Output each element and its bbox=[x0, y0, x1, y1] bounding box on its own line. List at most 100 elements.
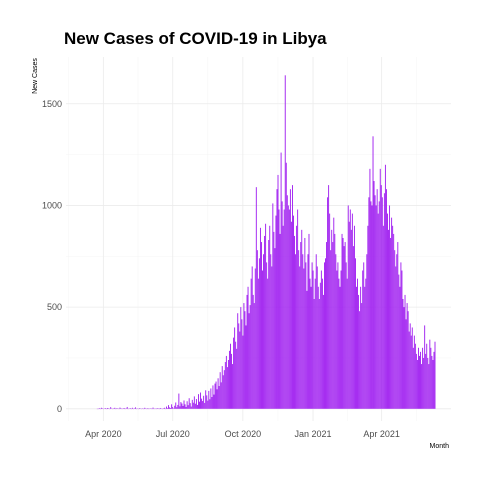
bar bbox=[247, 286, 249, 409]
bar bbox=[384, 164, 386, 409]
bar bbox=[227, 359, 229, 409]
bar bbox=[187, 405, 189, 409]
bar bbox=[123, 407, 125, 409]
bar bbox=[402, 298, 404, 409]
bar bbox=[285, 162, 287, 409]
bar bbox=[236, 348, 238, 409]
bar bbox=[430, 347, 432, 409]
bar bbox=[370, 201, 372, 409]
bar bbox=[284, 75, 286, 409]
bar bbox=[331, 229, 333, 409]
bar bbox=[312, 270, 314, 409]
bar bbox=[346, 278, 348, 409]
bar bbox=[366, 254, 368, 409]
bar bbox=[233, 337, 235, 409]
bar bbox=[406, 303, 408, 409]
bar bbox=[126, 406, 128, 409]
bar bbox=[388, 229, 389, 409]
bar bbox=[290, 221, 292, 409]
bar bbox=[338, 278, 340, 409]
bar bbox=[169, 407, 171, 409]
bar bbox=[286, 195, 288, 409]
bar bbox=[274, 248, 276, 409]
bar bbox=[293, 215, 294, 409]
bar bbox=[147, 408, 149, 409]
bar bbox=[416, 359, 418, 409]
bar bbox=[242, 335, 244, 409]
bar bbox=[179, 406, 181, 409]
bar bbox=[268, 240, 270, 409]
bar bbox=[207, 400, 209, 409]
bar bbox=[301, 229, 303, 409]
bar bbox=[361, 303, 363, 409]
bar bbox=[350, 229, 352, 409]
bar bbox=[289, 189, 291, 409]
bar bbox=[328, 185, 330, 409]
bar bbox=[307, 254, 309, 409]
bar bbox=[322, 294, 324, 409]
bar bbox=[264, 235, 266, 409]
bar bbox=[131, 407, 133, 409]
bar bbox=[172, 406, 174, 409]
bar bbox=[399, 286, 401, 409]
bar bbox=[178, 393, 180, 409]
bar bbox=[259, 227, 261, 409]
bar bbox=[376, 189, 378, 409]
bar bbox=[202, 401, 204, 409]
bar bbox=[314, 278, 316, 409]
bar bbox=[278, 209, 280, 409]
bar bbox=[222, 375, 224, 409]
bar bbox=[411, 327, 413, 409]
bar bbox=[167, 408, 168, 409]
bar bbox=[377, 213, 379, 409]
bar bbox=[241, 319, 243, 409]
bar bbox=[168, 405, 169, 409]
bar bbox=[186, 401, 188, 409]
bar bbox=[303, 268, 305, 409]
bar bbox=[211, 397, 213, 409]
bar bbox=[298, 250, 300, 409]
bar bbox=[371, 205, 373, 409]
bar bbox=[192, 402, 194, 409]
bar bbox=[249, 305, 251, 409]
x-axis-title: Month bbox=[430, 443, 450, 450]
bar bbox=[217, 378, 219, 409]
bar bbox=[218, 386, 220, 409]
bar bbox=[363, 262, 365, 409]
bar bbox=[235, 341, 237, 409]
bar bbox=[433, 351, 435, 409]
x-tick-label: Oct 2020 bbox=[225, 429, 262, 439]
bar bbox=[208, 390, 210, 409]
bar bbox=[308, 233, 310, 409]
bar bbox=[215, 381, 217, 409]
bar bbox=[297, 209, 299, 409]
bar bbox=[319, 282, 321, 409]
bar bbox=[316, 266, 318, 409]
bar bbox=[281, 201, 283, 409]
x-tick-label: Jul 2020 bbox=[156, 429, 190, 439]
bar bbox=[412, 347, 414, 409]
bar bbox=[263, 254, 265, 409]
bar bbox=[423, 357, 425, 409]
bar bbox=[144, 407, 146, 409]
bar bbox=[228, 350, 230, 409]
bar bbox=[250, 278, 252, 409]
bar bbox=[310, 286, 312, 409]
bar bbox=[390, 237, 392, 409]
bar bbox=[110, 407, 112, 409]
bar bbox=[396, 254, 398, 409]
bar bbox=[403, 307, 405, 409]
bar bbox=[385, 189, 387, 409]
bar bbox=[226, 367, 228, 409]
bar bbox=[321, 278, 323, 409]
bar bbox=[277, 174, 279, 409]
bar bbox=[224, 362, 226, 409]
bar bbox=[309, 278, 311, 409]
bar bbox=[431, 355, 433, 409]
bar bbox=[279, 233, 281, 409]
bar bbox=[98, 408, 100, 409]
bar bbox=[395, 266, 397, 409]
bar bbox=[251, 266, 253, 409]
bar bbox=[139, 408, 141, 409]
bar bbox=[335, 254, 337, 409]
